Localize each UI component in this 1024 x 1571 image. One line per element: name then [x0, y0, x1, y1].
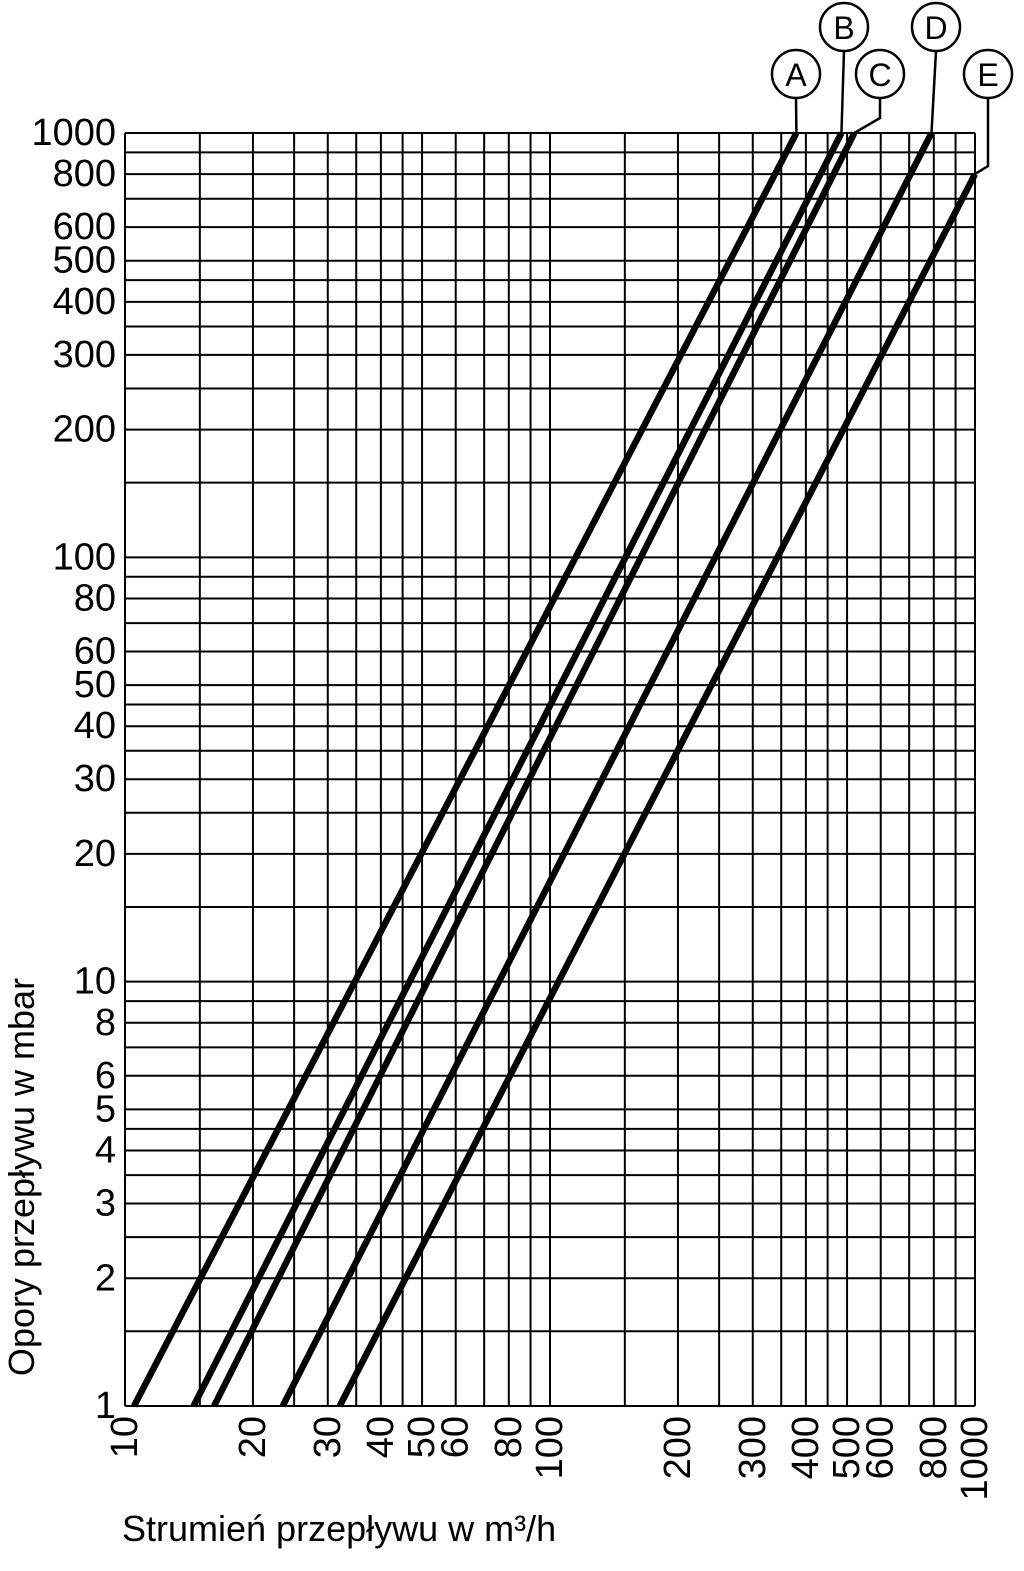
y-tick-label: 5: [95, 1088, 116, 1130]
y-tick-label: 4: [95, 1130, 116, 1172]
series-line-b: [190, 131, 845, 1408]
y-tick-label: 6: [95, 1055, 116, 1097]
y-tick-label: 60: [74, 630, 116, 672]
x-tick-label: 80: [488, 1416, 530, 1458]
y-tick-label: 800: [53, 153, 116, 195]
x-tick-label: 50: [401, 1416, 443, 1458]
series-marker-circle-e: [962, 48, 1014, 100]
x-tick-label: 60: [435, 1416, 477, 1458]
series-marker-circle-c: [854, 48, 906, 100]
y-tick-label: 40: [74, 705, 116, 747]
y-tick-label: 20: [74, 833, 116, 875]
series-label-e: E: [977, 57, 998, 93]
grid: [124, 132, 976, 1407]
y-tick-label: 2: [95, 1257, 116, 1299]
series-leader-c: [853, 98, 882, 135]
y-tick-label: 3: [95, 1183, 116, 1225]
x-tick-label: 200: [657, 1416, 699, 1479]
series-marker-circle-b: [818, 1, 870, 53]
y-axis-title: Opory przepływu w mbar: [1, 978, 42, 1376]
series-label-a: A: [785, 57, 807, 93]
x-axis-title: Strumień przepływu w m³/h: [122, 1508, 556, 1549]
series-line-e: [336, 172, 978, 1408]
x-tick-label: 500: [826, 1416, 868, 1479]
x-tick-label: 300: [732, 1416, 774, 1479]
series-lines: [131, 131, 978, 1408]
series-leader-d: [930, 50, 938, 134]
x-tick-label: 800: [913, 1416, 955, 1479]
y-tick-label: 100: [53, 536, 116, 578]
x-tick-label: 30: [307, 1416, 349, 1458]
series-leader-b: [840, 50, 846, 134]
x-tick-label: 1000: [954, 1416, 996, 1501]
series-label-d: D: [924, 10, 947, 46]
y-tick-label: 400: [53, 281, 116, 323]
y-tick-label: 80: [74, 577, 116, 619]
y-tick-label: 50: [74, 664, 116, 706]
y-tick-label: 1: [95, 1385, 116, 1427]
x-tick-label: 10: [104, 1416, 146, 1458]
series-line-d: [279, 131, 935, 1408]
x-tick-label: 100: [529, 1416, 571, 1479]
y-tick-label: 8: [95, 1002, 116, 1044]
series-label-c: C: [868, 57, 891, 93]
y-tick-label: 30: [74, 758, 116, 800]
y-tick-label: 300: [53, 334, 116, 376]
series-line-a: [131, 131, 800, 1408]
series-line-c: [211, 131, 858, 1408]
series-leader-e: [974, 98, 990, 176]
series-marker-circle-d: [910, 1, 962, 53]
y-tick-label: 1000: [31, 112, 116, 154]
x-tick-label: 20: [232, 1416, 274, 1458]
y-tick-label: 500: [53, 240, 116, 282]
series-label-b: B: [833, 10, 854, 46]
y-tick-label: 10: [74, 961, 116, 1003]
x-tick-label: 600: [860, 1416, 902, 1479]
y-tick-label: 200: [53, 409, 116, 451]
x-tick-label: 40: [360, 1416, 402, 1458]
x-tick-label: 400: [785, 1416, 827, 1479]
series-marker-circle-a: [770, 48, 822, 100]
y-tick-label: 600: [53, 206, 116, 248]
